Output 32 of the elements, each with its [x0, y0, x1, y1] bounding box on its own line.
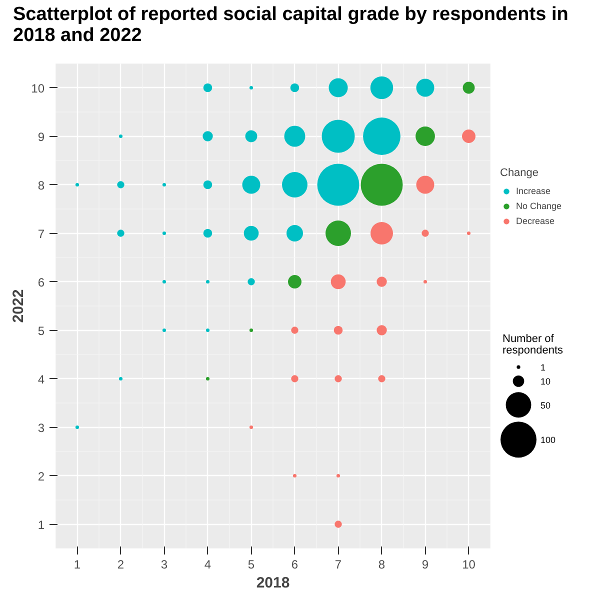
x-axis-title: 2018 [256, 574, 290, 592]
x-tick-label: 6 [291, 558, 298, 572]
y-tick-label: 2 [38, 469, 45, 484]
legend-label: 10 [540, 376, 551, 387]
chart-title: Scatterplot of reported social capital grade by respondents in 2018 and 2022 [13, 4, 570, 47]
x-tick-label: 2 [117, 558, 124, 572]
text: Number of respondents [502, 332, 564, 357]
x-tick-label: 7 [334, 558, 342, 572]
y-tick-label: 7 [38, 226, 45, 241]
y-tick-label: 10 [31, 81, 45, 96]
legend-label: No Change [516, 201, 562, 211]
y-tick-label: 9 [38, 130, 45, 144]
y-tick-label: 3 [38, 420, 45, 435]
y-tick-label: 6 [38, 275, 45, 290]
x-tick-label: 3 [160, 558, 168, 572]
legend-label: 1 [540, 362, 546, 373]
y-axis-title: 2022 [10, 289, 28, 323]
y-tick-label: 8 [38, 178, 45, 192]
x-tick-label: 8 [378, 558, 386, 572]
x-tick-label: 1 [74, 558, 81, 572]
x-tick-label: 5 [248, 558, 255, 572]
legend-label: 50 [540, 400, 551, 410]
x-tick-label: 9 [422, 558, 429, 572]
legend-label: 100 [540, 435, 556, 446]
y-tick-label: 1 [38, 518, 45, 532]
y-tick-label: 5 [38, 324, 45, 338]
legend-label: Decrease [516, 216, 555, 226]
legend-title: Change [500, 167, 540, 179]
y-tick-label: 4 [38, 372, 45, 386]
x-tick-label: 10 [462, 558, 476, 572]
x-tick-label: 4 [204, 558, 212, 572]
legend-label: Increase [516, 186, 551, 196]
